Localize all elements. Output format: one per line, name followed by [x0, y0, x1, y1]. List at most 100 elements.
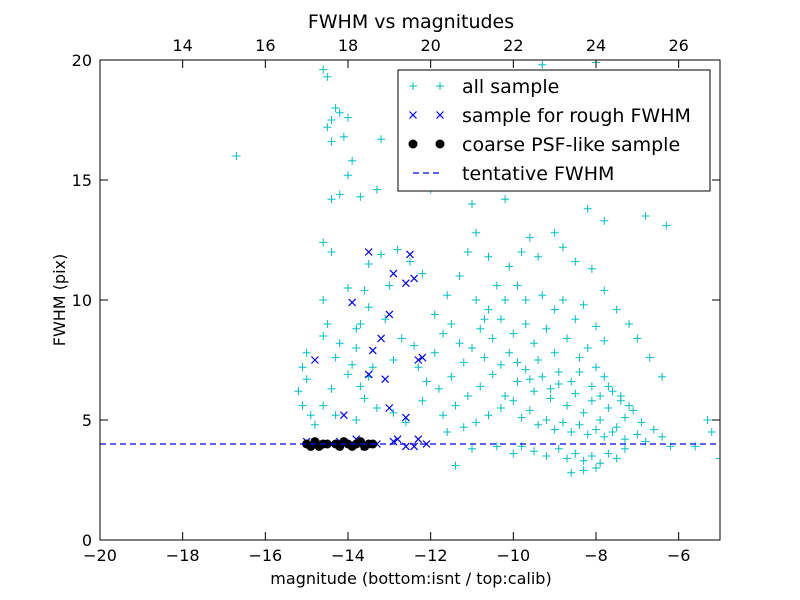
legend-marker-x	[436, 111, 444, 119]
data-point-plus	[381, 315, 390, 324]
legend-label: coarse PSF-like sample	[462, 134, 680, 156]
data-point-plus	[530, 387, 538, 396]
x-tick-label: −14	[331, 546, 365, 565]
data-point-plus	[480, 315, 489, 324]
data-point-plus	[604, 449, 613, 458]
data-point-plus	[645, 353, 654, 362]
data-point-plus	[348, 156, 357, 165]
data-point-plus	[501, 392, 510, 400]
data-point-plus	[439, 329, 448, 338]
data-point-plus	[546, 394, 555, 403]
data-point-plus	[579, 408, 588, 417]
data-point-plus	[344, 370, 352, 379]
data-point-plus	[327, 384, 336, 393]
data-point-plus	[633, 334, 642, 343]
data-point-plus	[575, 420, 584, 429]
data-point-plus	[468, 200, 476, 208]
data-point-plus	[505, 262, 514, 271]
data-point-plus	[550, 305, 559, 314]
data-point-plus	[596, 416, 605, 424]
data-point-x	[401, 279, 410, 288]
data-point-plus	[414, 363, 423, 372]
data-point-plus	[571, 449, 580, 458]
data-point-plus	[550, 425, 559, 434]
data-point-plus	[521, 320, 530, 328]
data-point-plus	[521, 365, 530, 374]
data-point-circle	[322, 439, 332, 449]
data-point-plus	[372, 185, 381, 194]
data-point-plus	[364, 303, 373, 312]
data-point-plus	[538, 60, 547, 69]
data-point-x	[385, 310, 394, 319]
data-point-plus	[492, 442, 501, 451]
data-point-plus	[583, 204, 592, 213]
data-point-plus	[459, 358, 468, 367]
data-point-plus	[294, 387, 303, 396]
data-point-plus	[563, 401, 572, 410]
x-tick-label: −10	[496, 546, 530, 565]
y-tick-label: 0	[82, 531, 92, 550]
y-tick-label: 10	[72, 291, 92, 310]
legend-marker-circle	[435, 139, 445, 149]
data-point-plus	[389, 408, 398, 417]
data-point-plus	[484, 305, 493, 314]
data-point-plus	[501, 195, 510, 204]
data-point-plus	[455, 272, 464, 280]
y-tick-label: 5	[82, 411, 92, 430]
data-point-plus	[418, 396, 427, 405]
data-point-plus	[401, 418, 410, 427]
data-point-plus	[620, 435, 629, 444]
data-point-plus	[534, 252, 543, 261]
data-point-plus	[575, 368, 584, 376]
data-point-plus	[600, 432, 609, 441]
data-point-plus	[468, 444, 476, 453]
top-tick-label: 20	[420, 36, 440, 55]
data-point-plus	[525, 375, 534, 384]
data-point-plus	[625, 320, 634, 328]
data-point-plus	[488, 370, 497, 379]
data-point-plus	[600, 216, 609, 225]
data-point-plus	[368, 363, 377, 372]
data-point-plus	[385, 281, 394, 290]
axes-layer: −20 −18 −16 −14 −12 −10 −8 −6 0 5 10 15 20 14 16 18 20 22…	[72, 36, 721, 565]
data-point-plus	[513, 377, 522, 386]
data-point-plus	[558, 243, 567, 252]
data-point-plus	[658, 372, 667, 381]
y-axis-title: FWHM (pix)	[50, 254, 69, 347]
data-point-plus	[571, 389, 580, 398]
data-point-x	[381, 375, 390, 384]
data-point-plus	[542, 416, 551, 424]
data-point-plus	[492, 281, 501, 290]
legend: all sample sample for rough FWHM coarse PS…	[397, 69, 711, 192]
data-point-plus	[629, 406, 638, 415]
data-point-plus	[298, 363, 307, 372]
data-point-plus	[509, 449, 518, 458]
x-axis-title: magnitude (bottom:isnt / top:calib)	[270, 569, 551, 588]
data-point-plus	[302, 348, 311, 357]
data-point-plus	[348, 360, 357, 369]
data-point-plus	[604, 404, 613, 412]
data-point-plus	[600, 286, 609, 295]
data-point-plus	[418, 269, 427, 278]
data-point-plus	[331, 353, 340, 362]
data-point-plus	[459, 423, 468, 432]
data-point-plus	[356, 320, 365, 328]
data-point-x	[401, 413, 410, 422]
data-point-plus	[344, 113, 352, 122]
data-point-plus	[319, 65, 328, 74]
data-points-layer	[100, 60, 720, 477]
legend-marker-x	[409, 111, 417, 119]
data-point-plus	[550, 228, 559, 237]
data-point-plus	[335, 108, 344, 117]
data-point-plus	[472, 418, 481, 427]
data-point-plus	[534, 356, 543, 364]
data-point-plus	[538, 372, 547, 381]
data-point-plus	[509, 396, 518, 405]
data-point-plus	[302, 375, 311, 384]
data-point-plus	[476, 324, 485, 333]
data-point-plus	[319, 332, 328, 340]
data-point-plus	[567, 377, 576, 386]
data-point-plus	[356, 192, 365, 201]
data-point-plus	[488, 334, 497, 343]
